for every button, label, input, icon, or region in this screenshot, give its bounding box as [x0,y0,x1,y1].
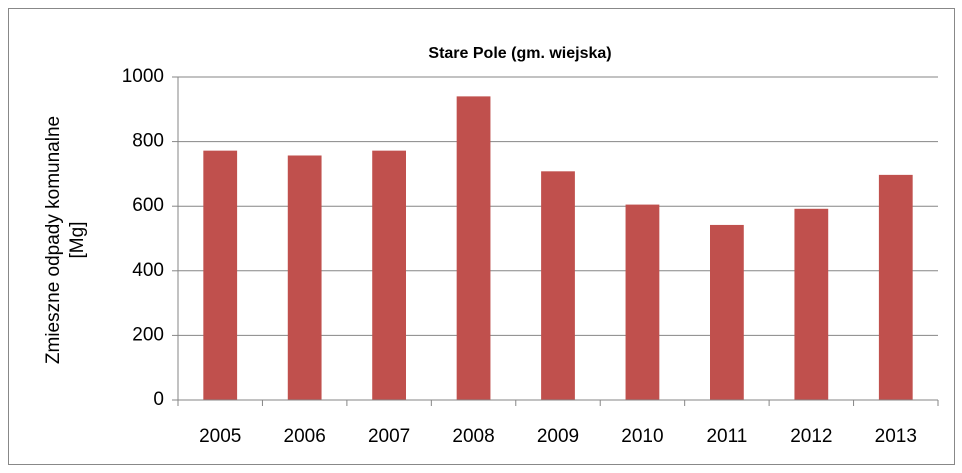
y-tick-label: 600 [132,195,164,216]
x-tick-label: 2009 [537,426,579,447]
x-tick-label: 2013 [875,426,917,447]
y-tick-label: 800 [132,131,164,152]
y-tick-label: 200 [132,324,164,345]
chart-title: Stare Pole (gm. wiejska) [428,45,611,62]
x-tick-label: 2005 [199,426,241,447]
bar [625,204,660,400]
bar [203,150,238,400]
y-tick-label: 400 [132,260,164,281]
x-tick-label: 2011 [706,426,747,447]
y-axis-label: Zmieszne odpady komunalne [43,116,64,364]
bar [794,208,829,400]
y-tick-label: 1000 [122,66,164,87]
bar [456,96,491,400]
x-tick-label: 2008 [452,426,494,447]
y-axis-label: [Mg] [67,222,88,259]
y-tick-label: 0 [153,389,164,410]
bar [710,224,744,400]
x-tick-label: 2006 [284,426,326,447]
x-tick-label: 2007 [368,426,410,447]
bar [372,150,406,400]
x-tick-label: 2012 [790,426,832,447]
bar [878,174,913,400]
bar [287,155,322,400]
bar [541,171,575,400]
x-tick-label: 2010 [621,426,663,447]
